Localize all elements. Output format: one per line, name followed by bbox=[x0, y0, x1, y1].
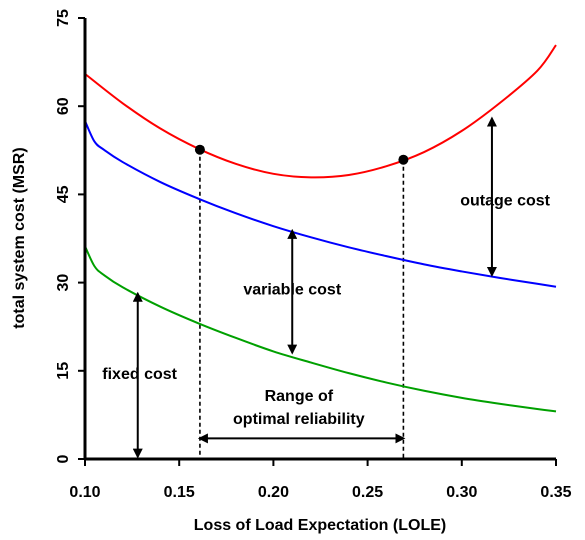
plot-area: fixed cost variable cost outage cost Range … bbox=[84, 44, 557, 459]
series-line-3 bbox=[84, 245, 557, 413]
x-axis-ticks: 0.10 0.15 0.20 0.25 0.30 0.35 bbox=[69, 459, 572, 501]
marker-point-2 bbox=[398, 154, 409, 165]
y-tick-label: 45 bbox=[55, 185, 72, 203]
y-tick-label: 15 bbox=[55, 362, 72, 380]
annotation-label-1: fixed cost bbox=[102, 366, 177, 383]
y-tick-label: 30 bbox=[55, 274, 72, 292]
x-axis-title: Loss of Load Expectation (LOLE) bbox=[194, 517, 446, 534]
x-tick-label: 0.10 bbox=[69, 484, 100, 501]
y-axis-title: total system cost (MSR) bbox=[11, 147, 28, 328]
annotation-label-4: Range of bbox=[265, 388, 334, 405]
y-tick-label: 75 bbox=[55, 9, 72, 27]
y-axis-ticks: 0 15 30 45 60 75 bbox=[55, 9, 85, 463]
y-tick-label: 0 bbox=[55, 454, 72, 463]
x-tick-label: 0.35 bbox=[540, 484, 571, 501]
x-tick-label: 0.25 bbox=[352, 484, 383, 501]
x-tick-label: 0.20 bbox=[258, 484, 289, 501]
x-tick-label: 0.15 bbox=[164, 484, 195, 501]
marker-point-1 bbox=[194, 144, 205, 155]
x-tick-label: 0.30 bbox=[446, 484, 477, 501]
series-line-1 bbox=[84, 44, 557, 179]
annotation-label-2: variable cost bbox=[243, 281, 342, 298]
annotation-label-5: optimal reliability bbox=[233, 411, 365, 428]
y-tick-label: 60 bbox=[55, 97, 72, 115]
annotation-label-3: outage cost bbox=[460, 193, 550, 210]
